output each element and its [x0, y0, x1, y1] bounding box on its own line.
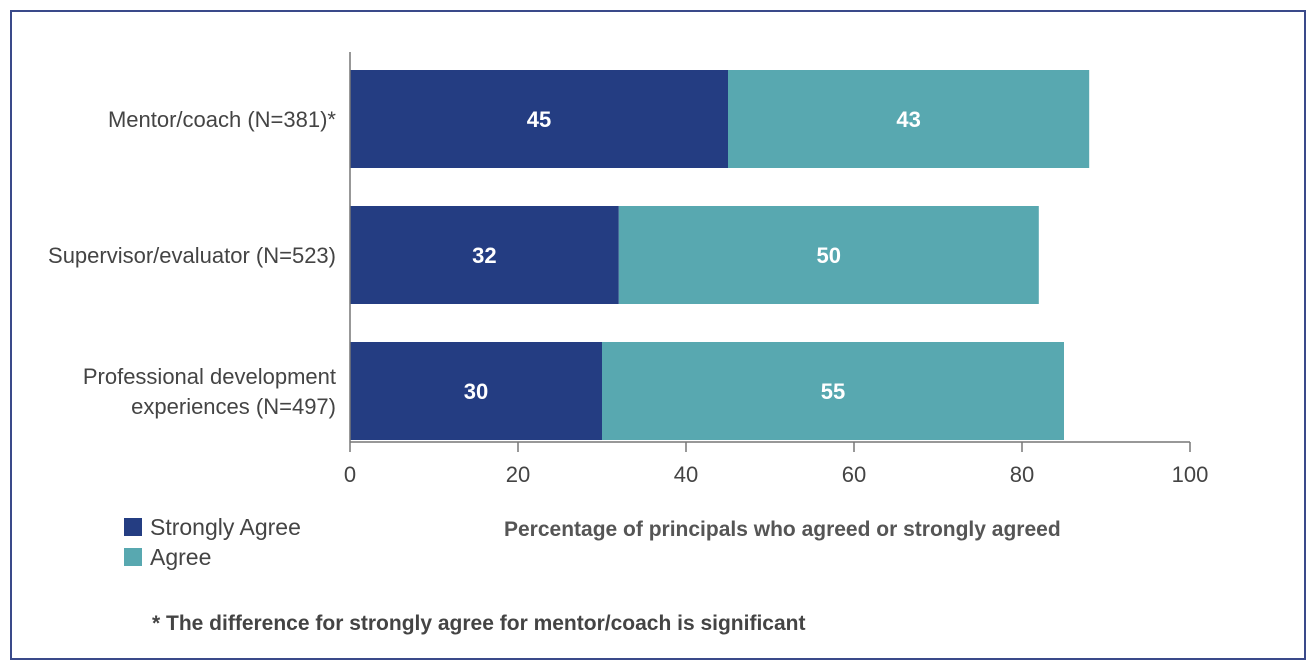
- x-tick-label: 80: [1010, 462, 1034, 487]
- legend-item-agree: Agree: [124, 542, 301, 572]
- category-label: Mentor/coach (N=381)*: [108, 107, 336, 132]
- legend-item-strongly-agree: Strongly Agree: [124, 512, 301, 542]
- bar-value-label: 43: [896, 107, 920, 132]
- legend-swatch-agree: [124, 548, 142, 566]
- bar-value-label: 55: [821, 379, 845, 404]
- x-tick-label: 40: [674, 462, 698, 487]
- bar-value-label: 32: [472, 243, 496, 268]
- legend-label-strongly-agree: Strongly Agree: [150, 513, 301, 540]
- x-tick-label: 0: [344, 462, 356, 487]
- bar-value-label: 50: [817, 243, 841, 268]
- bar-agree-0: [728, 70, 1090, 168]
- axes-group: [349, 52, 1191, 452]
- bar-value-label: 30: [464, 379, 488, 404]
- bars-group: [350, 70, 1090, 440]
- category-label: experiences (N=497): [131, 394, 336, 419]
- x-tick-label: 100: [1172, 462, 1209, 487]
- bar-strongly-agree-1: [350, 206, 619, 304]
- legend: Strongly Agree Agree: [124, 512, 301, 572]
- bar-strongly-agree-2: [350, 342, 602, 440]
- category-label: Professional development: [83, 364, 336, 389]
- footnote: * The difference for strongly agree for …: [152, 612, 806, 635]
- x-tick-label: 60: [842, 462, 866, 487]
- bar-agree-2: [602, 342, 1064, 440]
- legend-label-agree: Agree: [150, 543, 212, 570]
- labels-group: 45 43 Mentor/coach (N=381)* 32 50 Supervisor/…: [48, 107, 1208, 487]
- bar-value-label: 45: [527, 107, 551, 132]
- x-tick-label: 20: [506, 462, 530, 487]
- category-label: Supervisor/evaluator (N=523): [48, 243, 336, 268]
- bar-agree-1: [618, 206, 1039, 304]
- bar-strongly-agree-0: [350, 70, 728, 168]
- legend-swatch-strongly-agree: [124, 518, 142, 536]
- x-axis-title: Percentage of principals who agreed or s…: [504, 518, 1061, 541]
